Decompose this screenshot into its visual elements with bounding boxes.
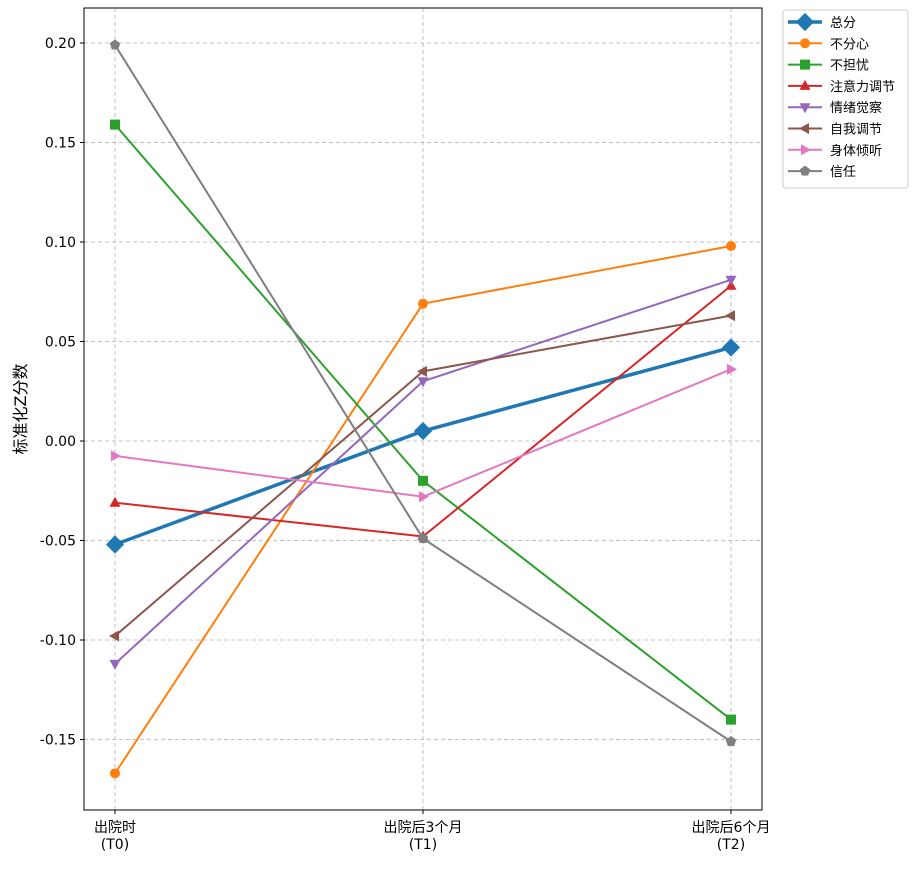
legend-item: 不分心 bbox=[788, 37, 869, 52]
marker-triangle-up bbox=[799, 79, 811, 90]
y-tick-label: 0.20 bbox=[45, 36, 76, 52]
y-tick-label: -0.10 bbox=[40, 633, 76, 649]
legend-label: 情绪觉察 bbox=[830, 101, 882, 116]
x-tick-label: 出院后3个月(T1) bbox=[384, 820, 463, 853]
legend-item: 自我调节 bbox=[788, 123, 882, 138]
data-point bbox=[725, 275, 737, 286]
data-point bbox=[726, 714, 736, 725]
x-tick-label: 出院时(T0) bbox=[94, 820, 136, 853]
legend-label: 自我调节 bbox=[830, 123, 882, 138]
series-7 bbox=[109, 39, 737, 746]
marker-square bbox=[800, 59, 810, 70]
series-6 bbox=[111, 363, 737, 503]
plot-frame bbox=[83, 7, 763, 811]
marker-triangle-left bbox=[799, 123, 809, 134]
data-point bbox=[419, 491, 429, 503]
legend-label: 注意力调节 bbox=[830, 79, 895, 95]
data-point bbox=[109, 39, 121, 50]
legend-label: 身体倾听 bbox=[830, 143, 882, 159]
marker-diamond bbox=[795, 12, 815, 32]
data-point bbox=[726, 240, 736, 251]
marker-triangle-right bbox=[801, 144, 811, 156]
y-tick-label: 0.10 bbox=[45, 235, 76, 251]
y-tick-label: 0.05 bbox=[45, 335, 76, 351]
legend-item: 注意力调节 bbox=[788, 79, 895, 95]
data-point bbox=[110, 119, 120, 130]
y-tick-label: -0.05 bbox=[40, 534, 76, 550]
data-point bbox=[417, 533, 429, 543]
legend-label: 信任 bbox=[830, 165, 856, 180]
data-point bbox=[413, 421, 433, 441]
y-tick-label: -0.15 bbox=[40, 733, 76, 749]
data-point bbox=[725, 310, 735, 322]
data-point bbox=[109, 659, 121, 670]
series-0 bbox=[105, 338, 741, 554]
data-point bbox=[417, 365, 427, 377]
marker-triangle-down bbox=[799, 103, 811, 114]
y-axis-label: 标准化Z分数 bbox=[11, 364, 30, 455]
legend-label: 总分 bbox=[830, 16, 856, 31]
data-point bbox=[418, 298, 428, 309]
legend-item: 总分 bbox=[788, 12, 856, 32]
series-4 bbox=[109, 275, 737, 670]
series-2 bbox=[110, 119, 736, 725]
legend-label: 不分心 bbox=[830, 37, 869, 52]
legend-box bbox=[782, 9, 909, 189]
marker-pentagon bbox=[799, 165, 811, 176]
x-tick-label: 出院后6个月(T2) bbox=[692, 820, 771, 853]
marker-circle bbox=[800, 38, 810, 49]
legend-label: 不担忧 bbox=[830, 59, 869, 74]
data-point bbox=[109, 496, 121, 507]
data-point bbox=[417, 377, 429, 388]
legend-item: 信任 bbox=[788, 165, 856, 180]
legend-item: 不担忧 bbox=[788, 59, 869, 74]
series-5 bbox=[109, 310, 735, 642]
legend-item: 身体倾听 bbox=[788, 143, 882, 159]
data-point bbox=[725, 735, 737, 746]
data-point bbox=[105, 535, 125, 554]
data-point bbox=[110, 768, 120, 779]
data-point bbox=[109, 630, 119, 642]
data-point bbox=[111, 450, 121, 462]
legend-item: 情绪觉察 bbox=[788, 101, 882, 116]
data-point bbox=[721, 338, 741, 357]
y-tick-label: 0.00 bbox=[45, 434, 76, 450]
y-tick-label: 0.15 bbox=[45, 136, 76, 152]
data-point bbox=[418, 475, 428, 486]
data-point bbox=[727, 363, 737, 375]
series-1 bbox=[110, 240, 736, 779]
